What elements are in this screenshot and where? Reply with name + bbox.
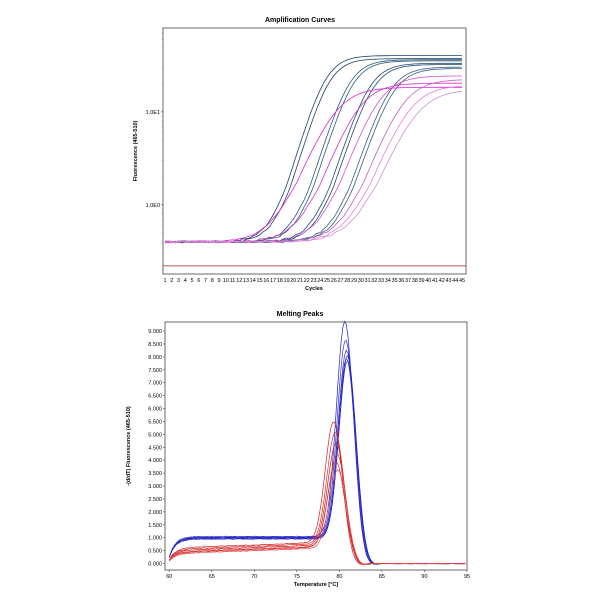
amp-series-line [164, 90, 463, 244]
amp-x-tick-label: 6 [197, 278, 200, 284]
amp-x-tick-label: 22 [304, 278, 310, 284]
amp-x-tick-label: 14 [250, 278, 256, 284]
melt-ticks: 60 65 70 75 80 85 90 95 0.000 0.500 1.000 1.500 2.00… [148, 329, 470, 580]
melt-series [168, 320, 466, 566]
amp-series [163, 55, 466, 267]
amp-xlabel: Cycles [305, 286, 323, 292]
amp-x-tick-label: 32 [371, 278, 377, 284]
melt-series-line [169, 469, 466, 565]
melt-y-tick-label: 1.500 [148, 523, 162, 529]
amp-x-tick-label: 39 [418, 278, 424, 284]
amp-x-tick-label: 45 [459, 278, 465, 284]
melt-y-tick-label: 2.500 [148, 497, 162, 503]
amp-x-tick-label: 2 [170, 278, 173, 284]
melt-y-tick-label: 0.500 [148, 549, 162, 555]
amp-ylabel: Fluorescence (465-510) [133, 120, 139, 181]
amp-x-tick-label: 1 [163, 278, 166, 284]
amp-x-tick-label: 27 [337, 278, 343, 284]
amp-x-tick-label: 12 [236, 278, 242, 284]
amp-x-tick-label: 41 [432, 278, 438, 284]
melt-y-tick-label: 6.000 [148, 407, 162, 413]
amp-x-tick-label: 23 [310, 278, 316, 284]
amp-x-tick-label: 3 [177, 278, 180, 284]
melt-y-tick-label: 1.000 [148, 536, 162, 542]
amp-x-tick-label: 20 [290, 278, 296, 284]
amp-x-tick-label: 4 [184, 278, 187, 284]
melt-y-tick-label: 4.000 [148, 458, 162, 464]
melt-y-tick-label: 8.500 [148, 342, 162, 348]
amp-x-tick-label: 13 [243, 278, 249, 284]
amp-x-tick-label: 16 [263, 278, 269, 284]
melt-y-tick-label: 7.000 [148, 381, 162, 387]
amp-x-tick-label: 19 [283, 278, 289, 284]
melt-y-tick-label: 3.000 [148, 484, 162, 490]
amp-series-line [164, 85, 463, 244]
amp-x-tick-label: 40 [425, 278, 431, 284]
melt-y-tick-label: 5.000 [148, 432, 162, 438]
melt-y-tick-label: 5.500 [148, 419, 162, 425]
amp-y-tick-label: 1.0E1 [146, 110, 160, 116]
melt-y-tick-label: 7.500 [148, 368, 162, 374]
amp-x-tick-label: 37 [405, 278, 411, 284]
melt-y-tick-label: 0.000 [148, 562, 162, 568]
amp-x-tick-label: 15 [256, 278, 262, 284]
amp-x-tick-label: 18 [277, 278, 283, 284]
amp-x-tick-label: 8 [211, 278, 214, 284]
amp-x-tick-label: 43 [445, 278, 451, 284]
amp-x-tick-label: 34 [385, 278, 391, 284]
amplification-chart: Amplification Curves 1 2 3 4 5 6 7 8 9 10 11 12 13 14… [133, 17, 467, 292]
amp-x-tick-label: 25 [324, 278, 330, 284]
amp-title: Amplification Curves [265, 17, 335, 24]
amp-x-tick-label: 5 [190, 278, 193, 284]
amp-x-tick-label: 28 [344, 278, 350, 284]
melt-y-tick-label: 9.000 [148, 329, 162, 335]
amp-x-tick-label: 38 [412, 278, 418, 284]
amp-y-tick-label: 1.0E0 [146, 203, 160, 209]
amp-x-tick-label: 10 [223, 278, 229, 284]
melt-x-tick-label: 90 [421, 574, 427, 580]
melt-plot-frame [164, 321, 468, 571]
melt-title: Melting Peaks [277, 311, 324, 318]
amp-x-tick-label: 24 [317, 278, 323, 284]
amp-x-tick-label: 7 [204, 278, 207, 284]
melt-x-tick-label: 60 [166, 574, 172, 580]
melt-x-tick-label: 70 [251, 574, 257, 580]
melt-y-tick-label: 6.500 [148, 394, 162, 400]
melt-x-tick-label: 80 [336, 574, 342, 580]
amp-x-tick-label: 21 [297, 278, 303, 284]
melt-x-tick-label: 95 [464, 574, 470, 580]
amp-plot-frame [162, 27, 467, 275]
amp-x-tick-label: 30 [358, 278, 364, 284]
melt-x-tick-label: 75 [294, 574, 300, 580]
melt-y-tick-label: 2.000 [148, 510, 162, 516]
amp-x-tick-label: 33 [378, 278, 384, 284]
melt-y-tick-label: 3.500 [148, 471, 162, 477]
melt-ylabel: -(d/dT) Fluorescence (465-510) [126, 406, 132, 486]
amp-x-tick-label: 9 [217, 278, 220, 284]
amp-x-tick-label: 29 [351, 278, 357, 284]
amp-x-tick-label: 31 [364, 278, 370, 284]
melt-xlabel: Temperature [°C] [294, 582, 338, 588]
amp-x-tick-label: 42 [439, 278, 445, 284]
amp-x-tick-label: 17 [270, 278, 276, 284]
melt-x-tick-label: 85 [379, 574, 385, 580]
amp-x-tick-label: 36 [398, 278, 404, 284]
melt-x-tick-label: 65 [209, 574, 215, 580]
amp-x-tick-label: 44 [452, 278, 458, 284]
amp-ticks: 1 2 3 4 5 6 7 8 9 10 11 12 13 14 15 16 17 18 19 20 21 22 23 24 2… [146, 27, 465, 284]
melt-y-tick-label: 8.000 [148, 355, 162, 361]
amp-x-tick-label: 26 [331, 278, 337, 284]
melting-chart: Melting Peaks 60 65 70 75 80 85 90 95 0.000 0.500… [126, 311, 470, 588]
amp-x-tick-label: 35 [391, 278, 397, 284]
amp-x-tick-label: 11 [230, 278, 236, 284]
melt-y-tick-label: 4.500 [148, 445, 162, 451]
